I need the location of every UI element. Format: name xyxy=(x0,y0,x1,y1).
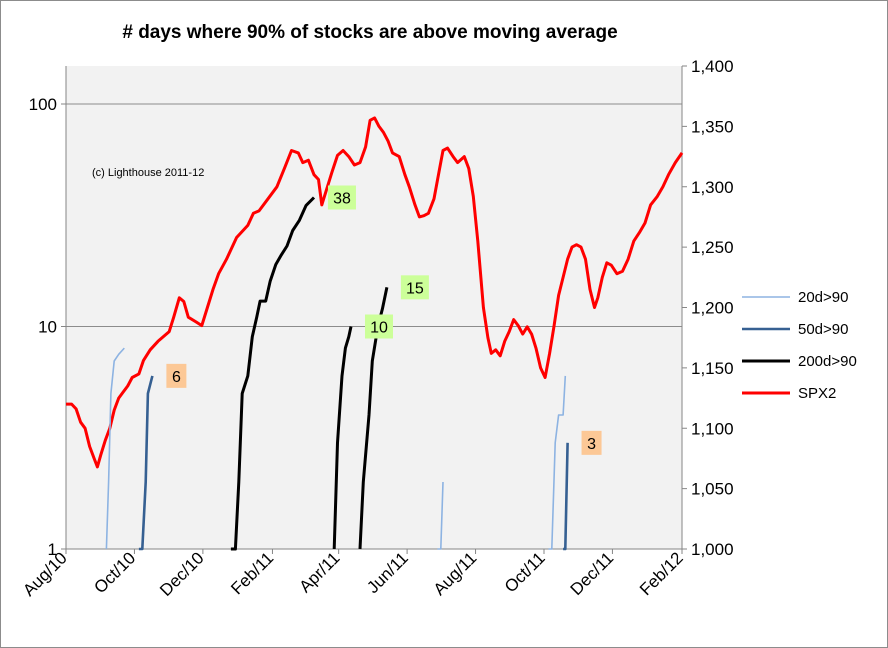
data-label-box xyxy=(364,314,393,339)
x-tick-label: Dec/10 xyxy=(156,548,208,600)
x-tick-label: Dec/11 xyxy=(567,548,618,599)
series-line-20d90 xyxy=(105,347,125,550)
right-tick-label: 1,100 xyxy=(691,419,734,438)
copyright-note: (c) Lighthouse 2011-12 xyxy=(92,167,204,179)
right-tick-label: 1,200 xyxy=(691,299,734,318)
left-tick-label: 100 xyxy=(29,95,57,114)
legend-label: SPX2 xyxy=(798,385,836,402)
right-tick-label: 1,000 xyxy=(691,540,734,559)
left-tick-label: 10 xyxy=(38,318,57,337)
data-label-box xyxy=(400,275,429,300)
series-line-50d90 xyxy=(138,375,154,551)
series-line-200d90 xyxy=(332,326,353,550)
data-label: 6 xyxy=(172,369,181,386)
right-tick-label: 1,300 xyxy=(691,178,734,197)
plot-area xyxy=(66,66,682,549)
right-tick-label: 1,050 xyxy=(691,480,734,499)
legend-label: 50d>90 xyxy=(798,321,848,338)
right-tick-label: 1,400 xyxy=(691,57,734,76)
data-label-box xyxy=(166,363,187,388)
data-label: 15 xyxy=(406,280,424,297)
data-label-box xyxy=(581,430,602,455)
x-tick-label: Jun/11 xyxy=(363,548,412,597)
series-line-50d90 xyxy=(563,442,569,551)
x-tick-label: Aug/11 xyxy=(430,548,481,599)
data-label: 38 xyxy=(333,190,351,207)
left-tick-label: 1 xyxy=(48,540,57,559)
legend-label: 20d>90 xyxy=(798,289,848,306)
right-tick-label: 1,250 xyxy=(691,238,734,257)
x-tick-label: Oct/10 xyxy=(90,548,139,597)
series-line-spx2 xyxy=(66,116,684,469)
series-line-200d90 xyxy=(358,286,389,550)
series-line-200d90 xyxy=(230,196,316,551)
data-label: 10 xyxy=(370,320,388,337)
data-label: 3 xyxy=(587,436,596,453)
x-tick-label: Aug/10 xyxy=(19,548,71,600)
series-line-20d90 xyxy=(437,481,444,550)
x-tick-label: Feb/12 xyxy=(636,548,687,599)
chart-title: # days where 90% of stocks are above mov… xyxy=(122,22,617,43)
right-tick-label: 1,150 xyxy=(691,359,734,378)
x-tick-label: Oct/11 xyxy=(501,548,549,596)
data-label-box xyxy=(327,185,356,210)
x-tick-label: Apr/11 xyxy=(296,548,344,596)
right-tick-label: 1,350 xyxy=(691,117,734,136)
legend-label: 200d>90 xyxy=(798,353,857,370)
x-tick-label: Feb/11 xyxy=(227,548,277,598)
series-line-20d90 xyxy=(548,375,567,550)
